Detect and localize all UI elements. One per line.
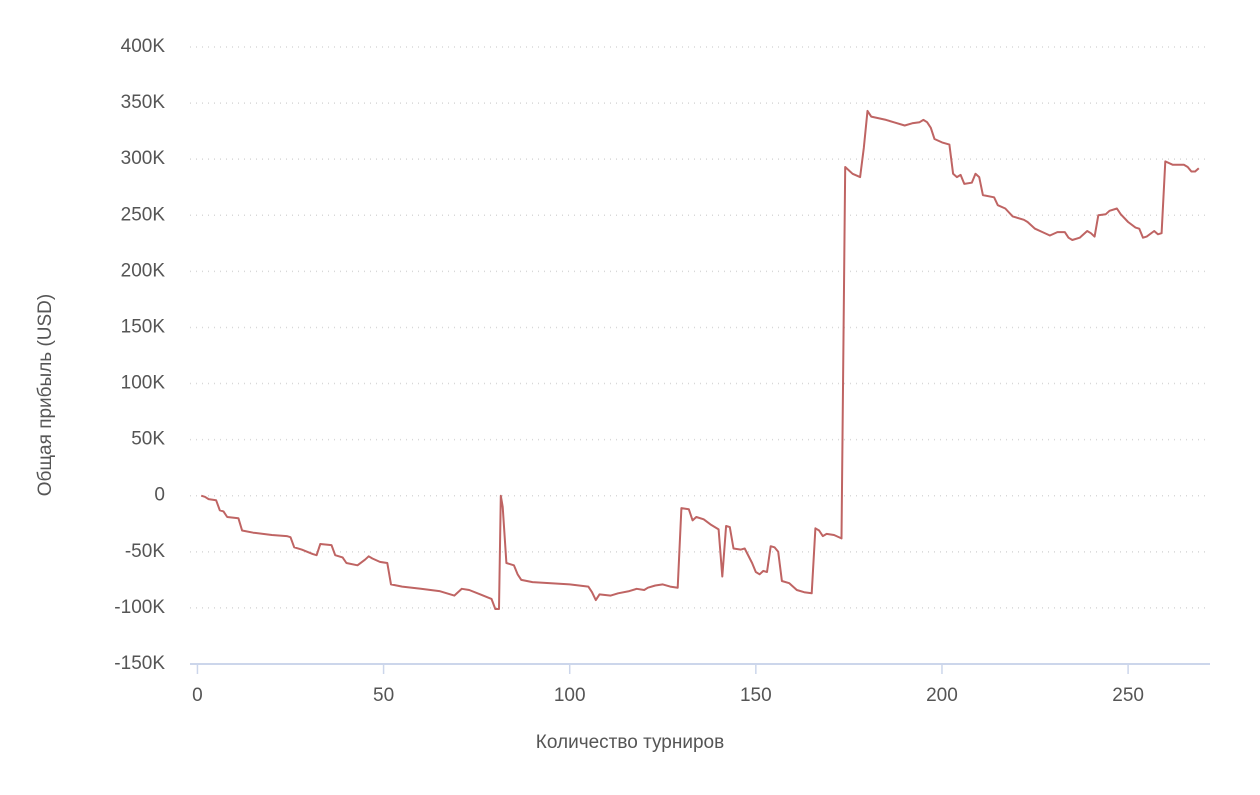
y-tick-label: 100K — [121, 373, 166, 394]
y-axis-label: Общая прибыль (USD) — [35, 294, 56, 496]
y-tick-label: -50K — [125, 541, 165, 562]
y-tick-label: 400K — [121, 36, 166, 57]
data-line — [200, 109, 1200, 610]
x-tick-label: 100 — [554, 685, 586, 706]
y-tick-label: 0 — [154, 485, 165, 506]
y-tick-label: 50K — [131, 429, 165, 450]
x-axis-label: Количество турниров — [536, 732, 724, 753]
y-tick-label: 250K — [121, 204, 166, 225]
y-tick-label: 300K — [121, 148, 166, 169]
y-tick-label: 350K — [121, 92, 166, 113]
x-tick-label: 150 — [740, 685, 772, 706]
x-tick-label: 0 — [192, 685, 203, 706]
y-tick-label: 150K — [121, 316, 166, 337]
x-tick-label: 250 — [1112, 685, 1144, 706]
x-tick-label: 50 — [373, 685, 394, 706]
y-tick-label: 200K — [121, 260, 166, 281]
y-tick-label: -150K — [114, 653, 165, 674]
x-tick-label: 200 — [926, 685, 958, 706]
y-tick-label: -100K — [114, 597, 165, 618]
